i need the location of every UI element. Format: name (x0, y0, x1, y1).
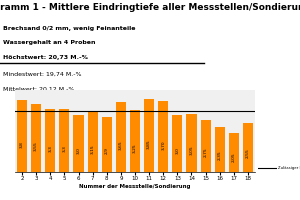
Text: 2,35: 2,35 (218, 150, 222, 160)
Text: Mindestwert: 19,74 M.-%: Mindestwert: 19,74 M.-% (3, 72, 82, 77)
Text: 3,0: 3,0 (176, 147, 179, 154)
Bar (144, 99, 154, 172)
Bar (200, 120, 211, 172)
Text: 2,55: 2,55 (246, 149, 250, 158)
Text: 3,8: 3,8 (20, 141, 24, 148)
Text: 3,3: 3,3 (62, 145, 66, 152)
Text: 3,25: 3,25 (133, 144, 137, 153)
Bar (214, 127, 225, 172)
Bar (172, 115, 182, 172)
Text: Höchstwert: 20,73 M.-%: Höchstwert: 20,73 M.-% (3, 55, 88, 60)
Text: 3,65: 3,65 (119, 141, 123, 150)
Text: Diagramm 1 - Mittlere Eindringtiefe aller Messstellen/Sondierungen: Diagramm 1 - Mittlere Eindringtiefe alle… (0, 3, 300, 12)
Text: Brechsand 0/2 mm, wenig Feinanteile: Brechsand 0/2 mm, wenig Feinanteile (3, 26, 136, 31)
Text: Wassergehalt an 4 Proben: Wassergehalt an 4 Proben (3, 40, 95, 45)
Text: 3,55: 3,55 (34, 141, 38, 151)
Text: 3,70: 3,70 (161, 140, 165, 150)
Bar (45, 109, 56, 172)
Text: 2,05: 2,05 (232, 152, 236, 162)
Bar (59, 109, 70, 172)
Text: 3,15: 3,15 (91, 144, 94, 154)
Bar (31, 104, 41, 172)
Bar (74, 115, 84, 172)
Bar (243, 123, 253, 172)
Bar (158, 101, 168, 172)
Text: 3,3: 3,3 (48, 145, 52, 152)
Text: 3,85: 3,85 (147, 139, 151, 149)
Bar (229, 133, 239, 172)
Bar (102, 117, 112, 172)
Bar (17, 100, 27, 172)
Text: 2,9: 2,9 (105, 148, 109, 154)
Text: Mittelwert: 20,12 M.-%: Mittelwert: 20,12 M.-% (3, 86, 74, 91)
Bar (116, 102, 126, 172)
Bar (186, 114, 197, 172)
Text: 3,0: 3,0 (76, 147, 80, 154)
Text: 2,75: 2,75 (204, 147, 208, 157)
Text: 3,05: 3,05 (190, 145, 194, 155)
X-axis label: Nummer der Messstelle/Sondierung: Nummer der Messstelle/Sondierung (79, 184, 191, 189)
Bar (88, 112, 98, 172)
Text: Zulässiger Mittelwert: Zulässiger Mittelwert (278, 166, 300, 170)
Bar (130, 110, 140, 172)
